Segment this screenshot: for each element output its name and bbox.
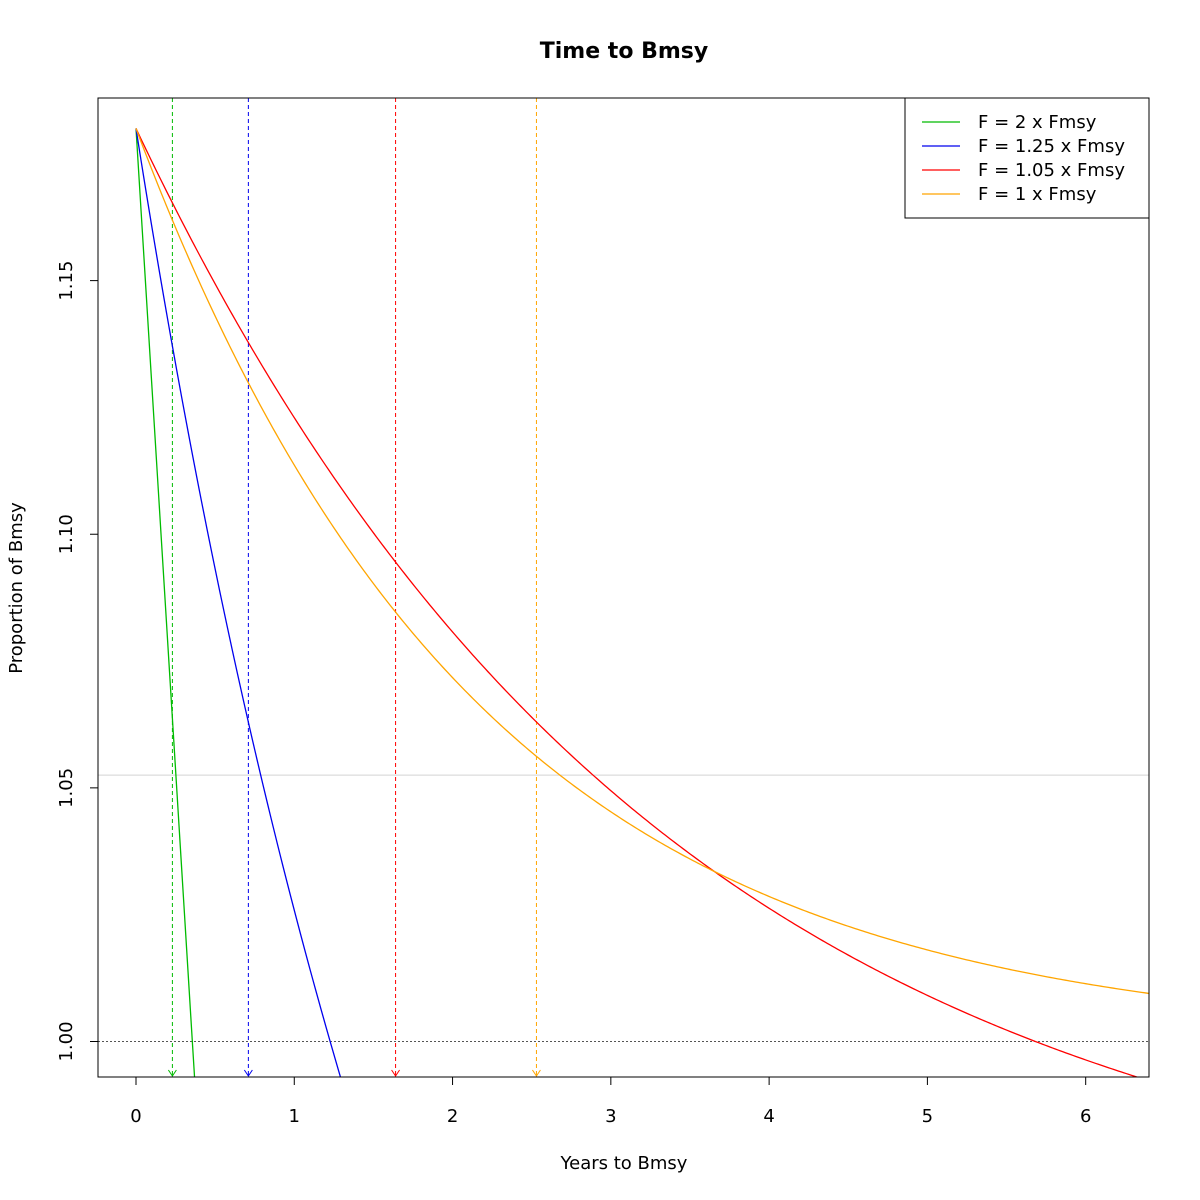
legend-label: F = 1.25 x Fmsy	[978, 136, 1125, 157]
legend-box	[904, 97, 1150, 219]
series-line	[135, 128, 1140, 1077]
series-line	[135, 128, 196, 1077]
chart-title: Time to Bmsy	[540, 39, 708, 64]
plot-frame	[97, 97, 1150, 1078]
y-tick-label: 1.05	[56, 768, 77, 808]
time-marker-arrow	[532, 1069, 541, 1077]
time-marker-arrow	[243, 1069, 253, 1077]
legend-label: F = 1 x Fmsy	[978, 184, 1097, 205]
time-marker-arrow	[167, 1069, 177, 1077]
legend: F = 2 x Fmsy F = 1.25 x Fmsy F = 1.05 x Fm…	[904, 97, 1150, 219]
y-tick-label: 1.15	[56, 261, 77, 301]
x-tick-label: 6	[1080, 1106, 1091, 1127]
x-tick-label: 3	[605, 1106, 616, 1127]
y-axis-title: Proportion of Bmsy	[6, 502, 27, 674]
x-axis-title: Years to Bmsy	[560, 1153, 688, 1174]
x-tick-label: 4	[763, 1106, 774, 1127]
x-axis: 0 1 2 3 4 5 6	[130, 1076, 1091, 1127]
y-axis: 1.00 1.05 1.10 1.15	[56, 261, 98, 1062]
x-tick-label: 5	[922, 1106, 933, 1127]
y-tick-label: 1.10	[56, 514, 77, 554]
legend-label: F = 2 x Fmsy	[978, 112, 1097, 133]
time-marker-arrow	[391, 1069, 400, 1077]
series-line	[135, 128, 1149, 995]
legend-label: F = 1.05 x Fmsy	[978, 160, 1125, 181]
y-tick-label: 1.00	[56, 1021, 77, 1061]
series-line	[135, 128, 342, 1077]
x-tick-label: 2	[447, 1106, 458, 1127]
x-tick-label: 1	[289, 1106, 300, 1127]
x-tick-label: 0	[130, 1106, 141, 1127]
